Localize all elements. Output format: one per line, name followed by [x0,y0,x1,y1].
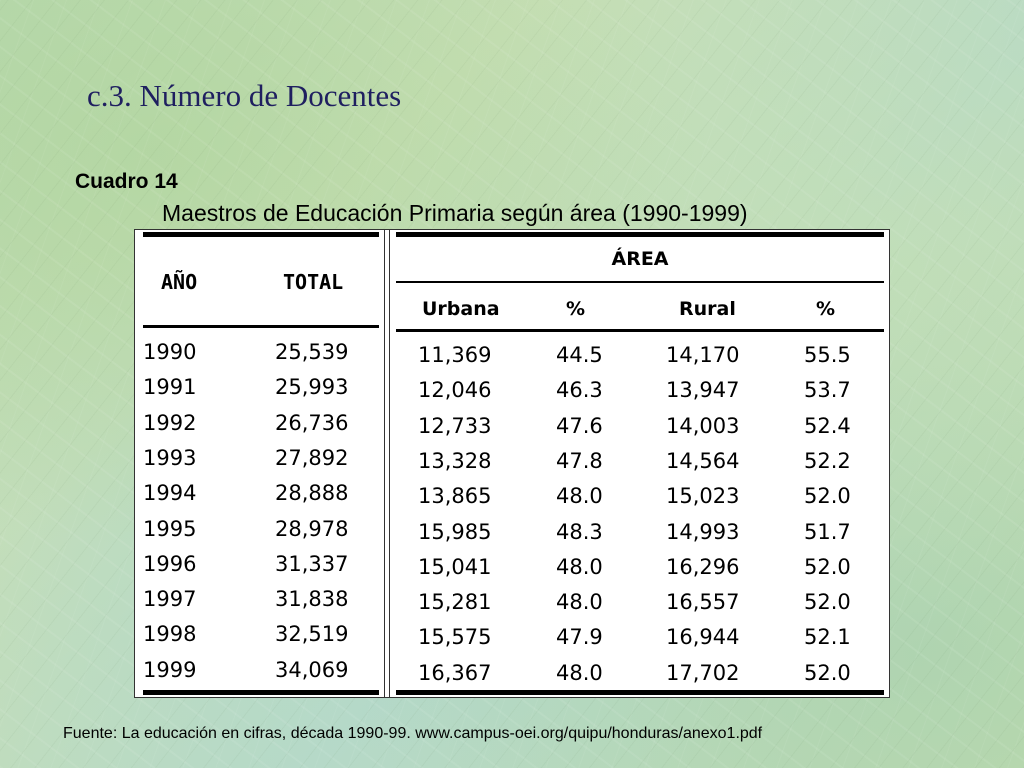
header-rural-percent: % [816,298,836,320]
cell-rural: 15,023 [666,484,740,509]
cell-rural: 17,702 [666,660,740,685]
cell-rural: 14,564 [666,448,740,473]
top-rule [396,232,884,237]
cell-year: 1999 [143,657,197,682]
cell-year: 1991 [143,375,197,400]
cell-urbana: 15,575 [418,625,492,650]
slide-title: c.3. Número de Docentes [87,78,402,113]
cell-rural: 14,003 [666,413,740,438]
header-year: AÑO [161,270,198,294]
cell-urbana-percent: 48.0 [556,590,603,615]
cell-rural-percent: 55.5 [804,343,851,367]
cell-urbana: 11,369 [418,343,492,367]
cell-urbana-percent: 48.0 [556,660,603,685]
cell-rural-percent: 52.4 [804,413,851,438]
cell-urbana: 13,865 [418,484,492,509]
area-rule [396,281,884,283]
cell-rural-percent: 53.7 [804,378,851,403]
cell-year: 1996 [143,551,197,576]
top-rule [143,232,379,237]
cell-year: 1995 [143,516,197,541]
cell-year: 1993 [143,445,197,470]
cell-urbana-percent: 46.3 [556,378,603,403]
cell-rural-percent: 52.0 [804,484,851,509]
cell-total: 25,539 [275,340,349,364]
cell-urbana: 12,733 [418,413,492,438]
cell-urbana: 15,985 [418,519,492,544]
year-total-panel: AÑO TOTAL 1990 25,539 1991 25,993 1992 26,736… [143,232,379,695]
header-rural: Rural [679,298,736,320]
cell-year: 1997 [143,587,197,612]
cell-total: 28,888 [275,481,349,506]
cell-total: 25,993 [275,375,349,400]
cell-urbana-percent: 48.3 [556,519,603,544]
header-total: TOTAL [283,270,344,294]
bottom-rule [396,690,884,695]
cell-total: 31,337 [275,551,349,576]
table-caption: Maestros de Educación Primaria según áre… [162,200,748,226]
cell-total: 32,519 [275,622,349,647]
panel-divider [384,230,390,697]
cell-urbana: 16,367 [418,660,492,685]
cell-year: 1998 [143,622,197,647]
cell-year: 1990 [143,340,197,364]
cell-urbana-percent: 47.8 [556,448,603,473]
cell-total: 28,978 [275,516,349,541]
cell-rural-percent: 52.2 [804,448,851,473]
header-urbana-percent: % [566,298,586,320]
header-rule [396,329,884,332]
cell-total: 31,838 [275,587,349,612]
header-rule [143,325,379,328]
cell-urbana-percent: 47.6 [556,413,603,438]
cell-rural: 14,993 [666,519,740,544]
cell-rural-percent: 52.1 [804,625,851,650]
cell-urbana: 15,281 [418,590,492,615]
data-table: AÑO TOTAL 1990 25,539 1991 25,993 1992 26,736… [134,229,890,698]
cell-rural: 16,944 [666,625,740,650]
cell-rural-percent: 52.0 [804,660,851,685]
cell-urbana: 15,041 [418,554,492,579]
cell-urbana: 12,046 [418,378,492,403]
cell-total: 27,892 [275,445,349,470]
cell-rural: 16,557 [666,590,740,615]
header-area: ÁREA [611,248,669,270]
bottom-rule [143,690,379,695]
cell-rural: 14,170 [666,343,740,367]
table-label: Cuadro 14 [75,170,178,193]
cell-urbana-percent: 47.9 [556,625,603,650]
header-urbana: Urbana [422,298,500,320]
source-note: Fuente: La educación en cifras, década 1… [63,725,763,742]
cell-total: 26,736 [275,410,349,435]
cell-urbana-percent: 48.0 [556,554,603,579]
cell-urbana-percent: 44.5 [556,343,603,367]
cell-year: 1994 [143,481,197,506]
cell-rural-percent: 52.0 [804,554,851,579]
cell-year: 1992 [143,410,197,435]
cell-rural: 13,947 [666,378,740,403]
cell-rural-percent: 52.0 [804,590,851,615]
area-panel: ÁREA Urbana % Rural % 11,369 44.5 14,170 55… [396,232,884,695]
cell-total: 34,069 [275,657,349,682]
cell-rural: 16,296 [666,554,740,579]
cell-rural-percent: 51.7 [804,519,851,544]
cell-urbana-percent: 48.0 [556,484,603,509]
cell-urbana: 13,328 [418,448,492,473]
